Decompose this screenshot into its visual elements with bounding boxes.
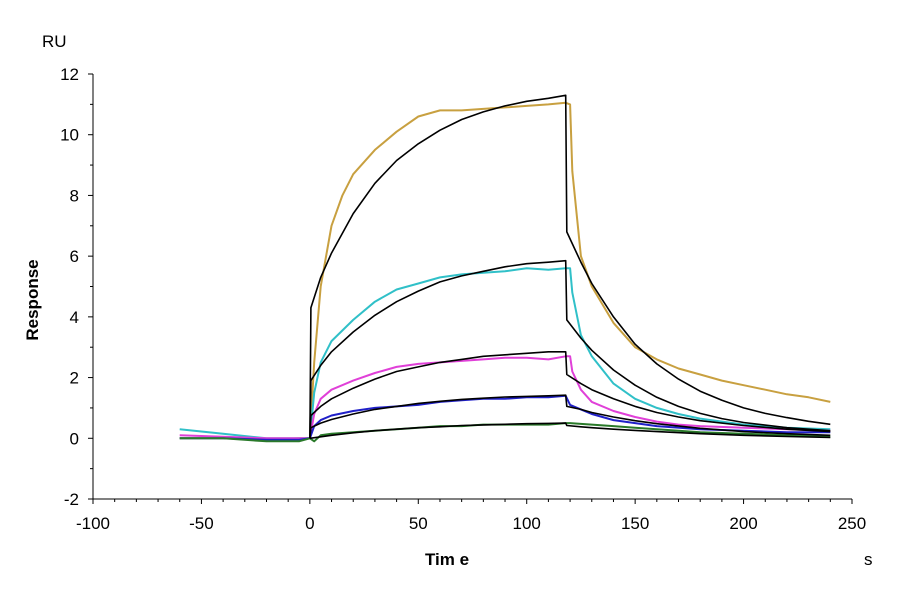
fit-curve-line [309,259,831,439]
x-unit-label: s [864,550,873,569]
y-axis-title: Response [23,259,42,340]
y-tick-label: 4 [70,308,79,327]
y-tick-label: 2 [70,369,79,388]
fit-curve-line [309,422,831,440]
measured-curve-line [179,267,831,440]
x-tick-label: 100 [513,514,541,533]
x-tick-label: 150 [621,514,649,533]
measured-curve-line [179,101,831,441]
fit-curve-line [309,94,831,439]
series-layer [179,94,831,443]
y-tick-label: 8 [70,186,79,205]
x-tick-label: -100 [76,514,110,533]
y-tick-label: 6 [70,247,79,266]
y-tick-label: 12 [60,65,79,84]
y-unit-label: RU [42,32,67,51]
x-tick-label: -50 [189,514,214,533]
x-tick-label: 0 [305,514,314,533]
fit-curve-line [309,350,831,439]
x-tick-label: 250 [838,514,866,533]
measured-curve-line [179,355,831,440]
y-tick-label: -2 [64,490,79,509]
fit-curve-line [309,394,831,439]
x-tick-label: 200 [729,514,757,533]
y-tick-label: 0 [70,429,79,448]
x-axis-title: Tim e [425,550,469,569]
x-tick-label: 50 [409,514,428,533]
ticks: -2 0 2 4 6 8 10 12 -100 -50 0 50 100 150 200 250 [60,65,866,533]
y-tick-label: 10 [60,126,79,145]
